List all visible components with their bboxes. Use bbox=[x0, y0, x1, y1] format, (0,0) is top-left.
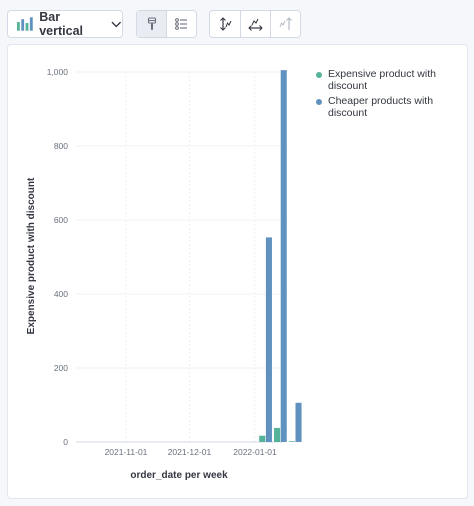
y-tick-label: 1,000 bbox=[47, 67, 69, 77]
chevron-down-icon bbox=[111, 21, 122, 27]
x-axis-label: order_date per week bbox=[130, 470, 228, 481]
legend-item-cheaper[interactable]: Cheaper products with discount bbox=[316, 95, 466, 119]
legend-label-line: discount bbox=[328, 80, 368, 92]
grid-lines bbox=[76, 71, 283, 443]
list-settings-icon bbox=[175, 18, 188, 30]
legend-label-line: Cheaper products with bbox=[328, 95, 434, 107]
y-tick-label: 0 bbox=[63, 437, 68, 447]
chart-type-button[interactable]: Bar vertical bbox=[7, 10, 123, 38]
bottom-axis-icon bbox=[248, 18, 263, 31]
legend-item-expensive[interactable]: Expensive product with discount bbox=[316, 68, 466, 92]
legend-label-line: Expensive product with bbox=[328, 68, 436, 80]
visual-options-button[interactable] bbox=[137, 11, 167, 37]
bar-chart-icon bbox=[16, 17, 33, 31]
y-tick-label: 600 bbox=[54, 215, 68, 225]
bar-expensive bbox=[259, 435, 266, 442]
legend-color-expensive bbox=[316, 72, 322, 78]
bar-expensive bbox=[288, 441, 295, 442]
appearance-button-group bbox=[136, 10, 197, 38]
bars bbox=[259, 70, 302, 443]
x-tick-label: 2021-12-01 bbox=[168, 447, 212, 457]
right-axis-icon bbox=[279, 17, 292, 30]
chart-type-label: Bar vertical bbox=[39, 10, 84, 38]
bar-cheaper bbox=[295, 402, 302, 442]
legend-label-line: discount bbox=[328, 107, 368, 119]
y-tick-label: 200 bbox=[54, 363, 68, 373]
x-tick-label: 2022-01-01 bbox=[233, 447, 277, 457]
y-axis-label: Expensive product with discount bbox=[26, 177, 37, 334]
y-axis-ticks: 0 200 400 600 800 1,000 bbox=[47, 67, 69, 447]
chart-panel bbox=[7, 44, 468, 499]
bottom-axis-button[interactable] bbox=[240, 11, 270, 37]
left-axis-button[interactable] bbox=[210, 11, 240, 37]
bar-cheaper bbox=[265, 237, 272, 442]
y-tick-label: 800 bbox=[54, 141, 68, 151]
legend-color-cheaper bbox=[316, 99, 322, 105]
axis-button-group bbox=[209, 10, 301, 38]
x-axis-ticks: 2021-11-01 2021-12-01 2022-01-01 bbox=[105, 447, 277, 457]
legend-options-button[interactable] bbox=[166, 11, 196, 37]
bar-expensive bbox=[274, 427, 281, 442]
left-axis-icon bbox=[219, 17, 231, 31]
x-tick-label: 2021-11-01 bbox=[105, 447, 148, 457]
legend-label: Cheaper products with discount bbox=[328, 95, 433, 119]
bar-cheaper bbox=[280, 70, 287, 443]
legend: Expensive product with discount Cheaper … bbox=[316, 68, 466, 122]
legend-label: Expensive product with discount bbox=[328, 68, 436, 92]
paint-brush-icon bbox=[147, 17, 156, 30]
right-axis-button[interactable] bbox=[270, 11, 300, 37]
y-tick-label: 400 bbox=[54, 289, 68, 299]
